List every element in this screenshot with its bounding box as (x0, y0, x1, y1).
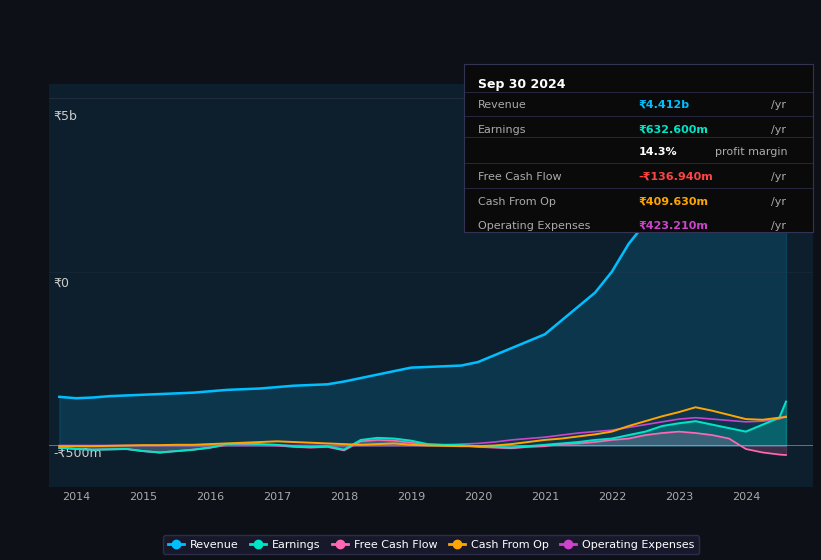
Text: ₹632.600m: ₹632.600m (639, 125, 709, 135)
Text: 14.3%: 14.3% (639, 147, 677, 157)
Legend: Revenue, Earnings, Free Cash Flow, Cash From Op, Operating Expenses: Revenue, Earnings, Free Cash Flow, Cash … (163, 535, 699, 554)
Text: Earnings: Earnings (478, 125, 526, 135)
Text: ₹409.630m: ₹409.630m (639, 197, 709, 207)
Text: ₹4.412b: ₹4.412b (639, 100, 690, 110)
Text: profit margin: profit margin (715, 147, 787, 157)
Text: /yr: /yr (771, 125, 786, 135)
Text: Free Cash Flow: Free Cash Flow (478, 172, 562, 182)
Text: -₹136.940m: -₹136.940m (639, 172, 713, 182)
Text: Operating Expenses: Operating Expenses (478, 221, 590, 231)
Text: -₹500m: -₹500m (53, 446, 102, 459)
Text: /yr: /yr (771, 100, 786, 110)
Text: ₹5b: ₹5b (53, 110, 77, 123)
Text: /yr: /yr (771, 172, 786, 182)
Text: Sep 30 2024: Sep 30 2024 (478, 78, 566, 91)
Text: /yr: /yr (771, 197, 786, 207)
Text: Revenue: Revenue (478, 100, 526, 110)
Text: Cash From Op: Cash From Op (478, 197, 556, 207)
Text: /yr: /yr (771, 221, 786, 231)
Text: ₹0: ₹0 (53, 277, 69, 290)
Text: ₹423.210m: ₹423.210m (639, 221, 709, 231)
